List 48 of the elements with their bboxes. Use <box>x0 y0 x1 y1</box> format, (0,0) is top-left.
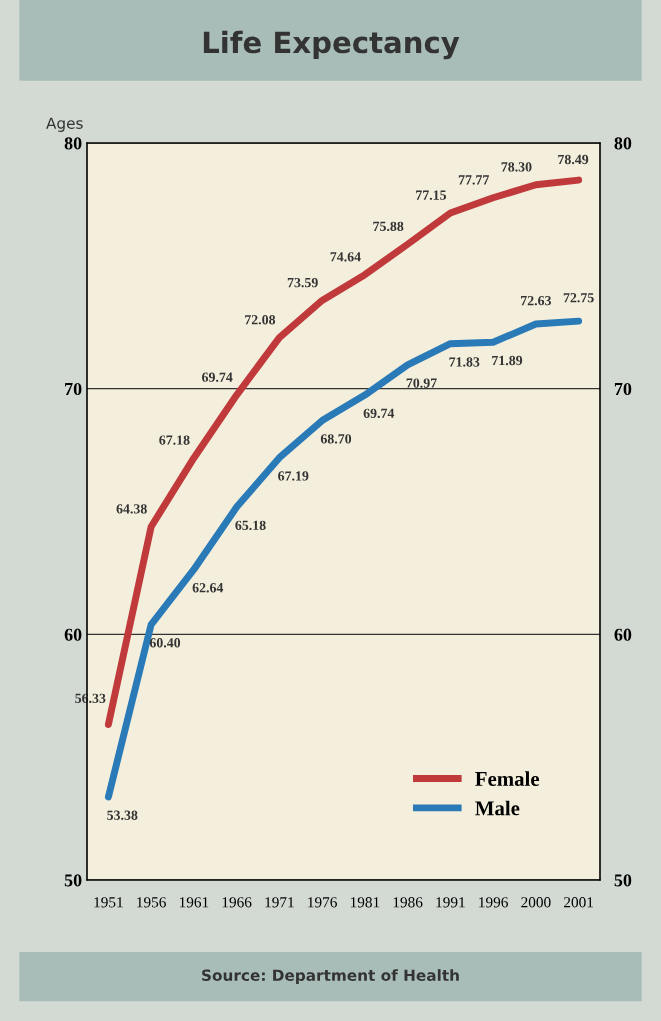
x-tick-label: 1961 <box>179 897 209 908</box>
data-label: 53.38 <box>107 810 138 820</box>
y-tick-label: 60 <box>64 628 82 641</box>
y2-tick-label: 50 <box>614 874 632 887</box>
data-label: 77.15 <box>416 190 447 200</box>
y2-tick-label: 80 <box>614 137 632 150</box>
y-axis-title: Ages <box>46 117 83 132</box>
x-tick-label: 2001 <box>564 897 593 908</box>
data-label: 77.77 <box>458 175 489 185</box>
data-label: 78.49 <box>558 154 589 165</box>
x-tick-label: 1986 <box>393 897 423 908</box>
x-tick-label: 1951 <box>94 897 123 908</box>
y2-tick-label: 70 <box>614 382 632 396</box>
x-tick-label: 1991 <box>436 897 465 908</box>
chart-title: Life Expectancy <box>203 30 460 60</box>
data-label: 72.08 <box>245 315 276 325</box>
data-label: 72.75 <box>563 293 594 303</box>
data-label: 78.30 <box>501 162 532 172</box>
data-label: 67.18 <box>159 435 190 445</box>
data-label: 65.18 <box>235 520 266 531</box>
data-label: 74.64 <box>330 252 361 262</box>
x-tick-label: 1976 <box>308 897 337 908</box>
x-tick-label: 1956 <box>137 897 166 908</box>
data-label: 67.19 <box>278 471 309 481</box>
data-label: 72.63 <box>521 295 552 306</box>
data-label: 62.64 <box>192 583 224 593</box>
x-tick-label: 2000 <box>521 897 551 908</box>
y-tick-label: 50 <box>64 874 82 887</box>
data-label: 69.74 <box>202 372 233 382</box>
data-label: 64.38 <box>116 504 147 514</box>
x-tick-label: 1966 <box>222 897 252 908</box>
data-label: 70.97 <box>406 378 437 388</box>
y2-tick-label: 60 <box>614 628 632 641</box>
data-label: 60.40 <box>149 638 181 648</box>
data-label: 75.88 <box>373 221 404 232</box>
data-label: 69.74 <box>363 408 395 419</box>
source-note: Source: Department of Health <box>202 969 459 984</box>
y-tick-label: 80 <box>64 137 82 150</box>
x-tick-label: 1971 <box>265 897 294 908</box>
legend-label: Female <box>475 771 540 786</box>
data-label: 71.83 <box>449 357 480 367</box>
data-label: 68.70 <box>320 434 352 444</box>
x-tick-label: 1996 <box>479 897 508 908</box>
data-label: 73.59 <box>287 277 318 288</box>
y-tick-label: 70 <box>65 382 82 396</box>
x-tick-label: 1981 <box>350 897 380 908</box>
legend-label: Male <box>475 800 520 816</box>
data-label: 71.89 <box>492 355 523 366</box>
